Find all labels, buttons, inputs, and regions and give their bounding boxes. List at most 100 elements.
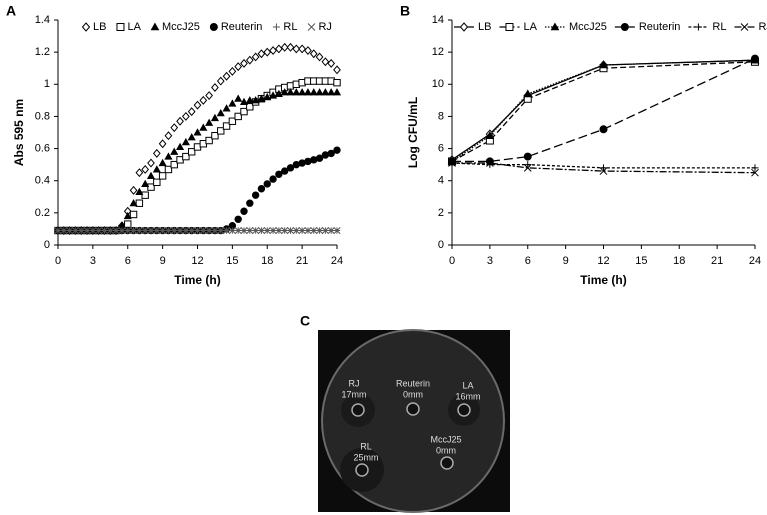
marker — [193, 128, 202, 136]
marker — [327, 149, 335, 158]
x-tick-label: 6 — [125, 255, 131, 267]
marker — [234, 94, 243, 102]
marker — [486, 159, 494, 167]
well-name: RJ — [349, 378, 360, 388]
marker — [170, 123, 179, 133]
marker — [257, 94, 266, 102]
marker — [158, 172, 167, 180]
marker — [147, 183, 155, 191]
marker — [321, 88, 330, 96]
panel-label: C — [300, 313, 310, 329]
y-tick-label: 0.6 — [35, 142, 50, 154]
marker — [263, 226, 271, 235]
x-tick-label: 9 — [563, 255, 569, 267]
marker — [187, 148, 196, 156]
marker — [274, 89, 283, 97]
legend-label: MccJ25 — [162, 21, 200, 33]
marker — [141, 226, 149, 235]
marker — [188, 226, 196, 235]
marker — [199, 123, 208, 131]
marker — [147, 226, 155, 235]
legend-label: RJ — [318, 21, 331, 33]
marker — [251, 96, 260, 104]
marker — [205, 91, 213, 101]
marker — [309, 88, 318, 96]
marker — [217, 226, 225, 235]
marker — [257, 49, 266, 59]
marker — [280, 42, 289, 52]
marker — [112, 226, 120, 235]
x-axis-label: Time (h) — [580, 273, 626, 287]
marker — [95, 226, 103, 235]
marker — [246, 103, 254, 111]
x-tick-label: 21 — [711, 255, 723, 267]
marker — [307, 23, 316, 31]
marker — [181, 137, 190, 146]
marker — [315, 154, 324, 162]
marker — [129, 210, 138, 219]
marker — [281, 226, 289, 235]
marker — [751, 54, 759, 63]
marker — [205, 136, 213, 145]
marker — [263, 180, 271, 188]
marker — [199, 226, 207, 235]
series-line — [451, 61, 756, 162]
series-line — [451, 59, 756, 161]
marker — [298, 88, 307, 96]
y-tick-label: 0.2 — [35, 207, 50, 219]
marker — [182, 226, 190, 235]
marker — [280, 88, 289, 96]
marker — [316, 226, 324, 235]
x-tick-label: 12 — [597, 255, 609, 267]
marker — [275, 170, 283, 178]
marker — [448, 159, 456, 167]
marker — [135, 187, 144, 196]
marker — [71, 226, 79, 235]
y-tick-label: 8 — [438, 110, 444, 122]
marker — [309, 49, 318, 59]
marker — [272, 23, 280, 31]
marker — [269, 46, 277, 55]
marker — [321, 57, 330, 67]
marker — [153, 226, 161, 235]
x-tick-label: 6 — [525, 255, 531, 267]
marker — [217, 127, 225, 135]
x-tick-label: 15 — [226, 255, 238, 267]
panel-label: A — [6, 3, 16, 19]
marker — [170, 160, 178, 169]
legend-label: LB — [478, 21, 491, 33]
marker — [694, 23, 702, 31]
marker — [211, 226, 219, 235]
marker — [176, 142, 185, 151]
x-tick-label: 0 — [449, 255, 455, 267]
marker — [523, 89, 533, 98]
marker — [222, 71, 231, 81]
y-tick-label: 1.2 — [35, 46, 50, 58]
marker — [485, 131, 495, 140]
x-tick-label: 24 — [331, 255, 343, 267]
x-tick-label: 12 — [191, 255, 203, 267]
marker — [234, 215, 242, 223]
marker — [292, 88, 301, 96]
well-name: RL — [360, 441, 372, 451]
marker — [205, 118, 214, 126]
x-tick-label: 3 — [487, 255, 493, 267]
marker — [280, 167, 289, 175]
marker — [257, 185, 266, 193]
marker — [234, 62, 243, 72]
marker — [216, 76, 225, 86]
marker — [245, 96, 254, 104]
y-tick-label: 4 — [438, 175, 444, 187]
marker — [176, 116, 184, 126]
x-tick-label: 15 — [635, 255, 647, 267]
marker — [286, 88, 295, 96]
marker — [459, 22, 469, 32]
y-tick-label: 10 — [432, 78, 444, 90]
well-name: LA — [462, 380, 473, 390]
marker — [193, 100, 202, 110]
marker — [89, 226, 97, 235]
marker — [303, 88, 312, 96]
marker — [524, 161, 532, 169]
marker — [298, 226, 306, 235]
